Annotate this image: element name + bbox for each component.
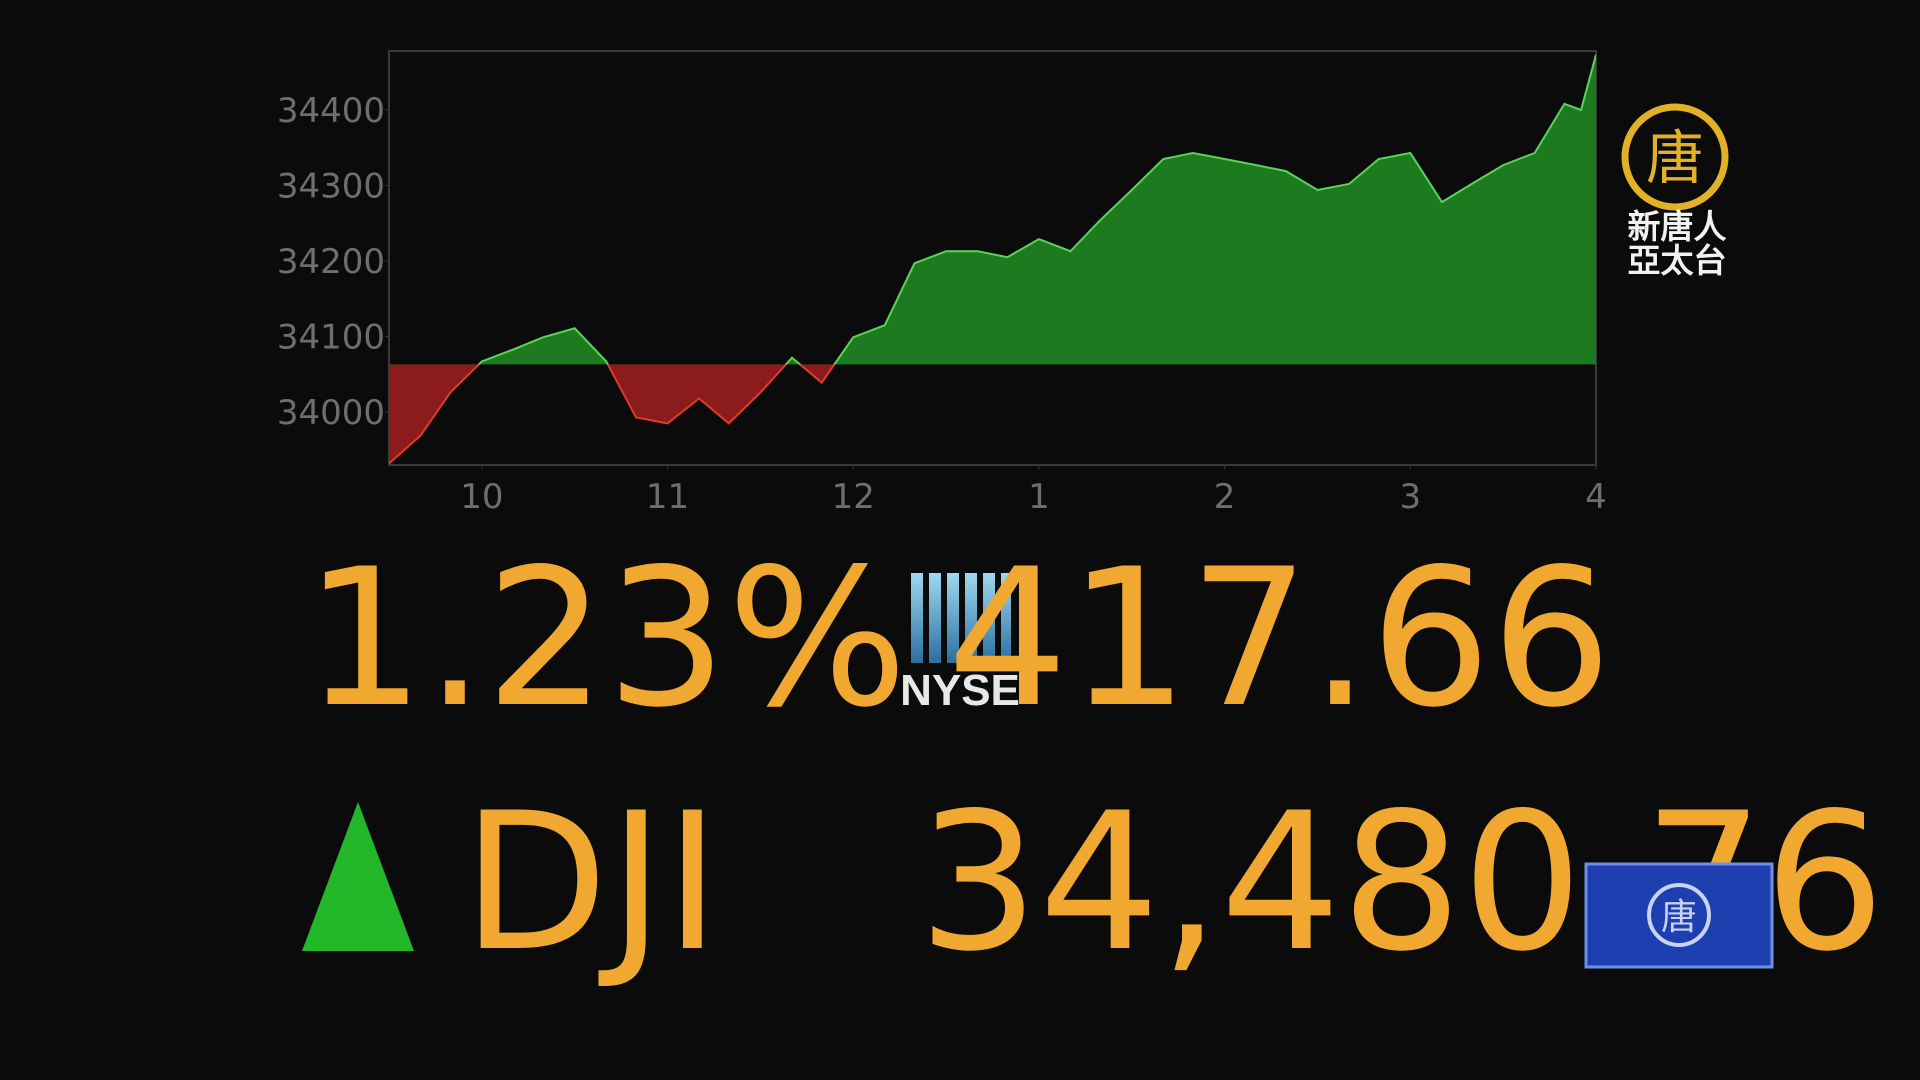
y-tick-label: 34100 (277, 318, 385, 358)
corner-badge: 唐 (1584, 862, 1774, 969)
y-tick-label: 34000 (277, 393, 385, 433)
x-tick-label: 10 (460, 477, 503, 517)
x-tick-label: 4 (1585, 477, 1607, 517)
nyse-logo: NYSE (900, 573, 1020, 715)
symbol: DJI (462, 772, 720, 993)
channel-logo: 唐 新唐人 亞太台 (1621, 103, 1729, 280)
badge-emblem: 唐 (1661, 897, 1697, 938)
direction-indicator (302, 802, 414, 951)
exchange-label: NYSE (900, 666, 1020, 715)
y-tick-label: 34200 (277, 242, 385, 282)
logo-line2: 亞太台 (1628, 241, 1727, 280)
x-tick-label: 3 (1399, 477, 1421, 517)
x-tick-label: 12 (832, 477, 875, 517)
logo-emblem: 唐 (1646, 124, 1704, 192)
line-up (477, 54, 1596, 365)
area-up (389, 54, 1596, 365)
y-tick-label: 34300 (277, 166, 385, 206)
logo-line1: 新唐人 (1628, 207, 1727, 246)
percent-change: 1.23% (304, 528, 908, 749)
y-tick-label: 34400 (277, 91, 385, 131)
up-triangle (302, 802, 414, 951)
x-tick-label: 1 (1028, 477, 1050, 517)
x-tick-label: 11 (646, 477, 689, 517)
point-change: 417.66 (947, 528, 1612, 749)
area-down (389, 364, 835, 464)
x-tick-label: 2 (1214, 477, 1236, 517)
